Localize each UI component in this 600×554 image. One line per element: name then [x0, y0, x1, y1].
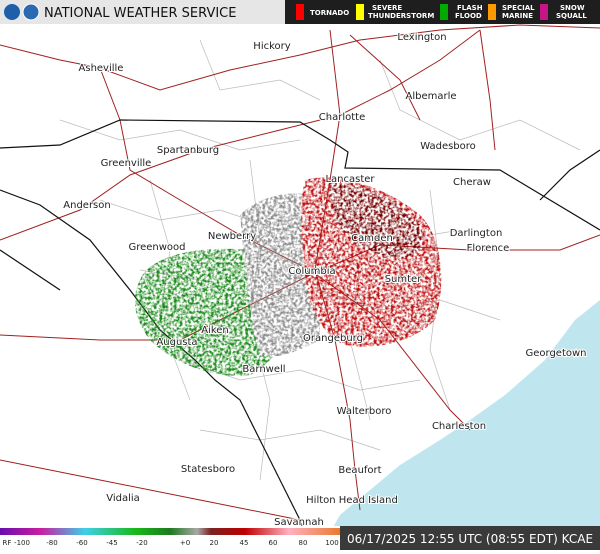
city: Greenwood [128, 242, 185, 253]
city: Savannah [274, 517, 324, 528]
city: Darlington [450, 228, 503, 239]
legend-label-line: SPECIAL [502, 4, 535, 12]
city: Lexington [397, 32, 446, 43]
neutral-velocity [240, 193, 320, 357]
city: Wadesboro [420, 141, 476, 152]
color-scale-labels: RF -100 -80 -60 -45 -20 +0 20 45 60 80 1… [3, 539, 339, 547]
city: Lancaster [325, 174, 375, 185]
legend-label-line: SQUALL [556, 12, 587, 20]
legend-label: SEVERE THUNDERSTORM [368, 4, 434, 20]
city: Orangeburg [303, 333, 363, 344]
legend-swatch [296, 4, 304, 20]
city: Spartanburg [157, 145, 219, 156]
scale-label: 45 [240, 539, 249, 547]
city: Cheraw [453, 177, 491, 188]
city: Greenville [101, 158, 152, 169]
city: Charlotte [319, 112, 365, 123]
legend-swatch [540, 4, 548, 20]
scale-label: -100 [14, 539, 30, 547]
strong-outbound [330, 184, 423, 259]
city: Hilton Head Island [306, 495, 398, 506]
city: Anderson [63, 200, 110, 211]
city: Beaufort [338, 465, 381, 476]
scale-label: -45 [106, 539, 117, 547]
city: Barnwell [242, 364, 285, 375]
color-scale [0, 528, 340, 535]
city: Sumter [385, 274, 423, 285]
scale-label: -80 [46, 539, 57, 547]
scale-label: 100 [325, 539, 338, 547]
city: Augusta [156, 337, 197, 348]
legend-label-line: FLOOD [455, 12, 482, 20]
city: Georgetown [525, 348, 586, 359]
city-labels: Lexington Hickory Asheville Albemarle Ch… [62, 31, 587, 529]
legend-label: FLASH FLOOD [455, 4, 483, 20]
legend-label-line: MARINE [502, 12, 533, 20]
legend-swatch [356, 4, 364, 20]
city: Asheville [79, 63, 124, 74]
legend-label-line: FLASH [457, 4, 483, 12]
scale-label: -60 [76, 539, 87, 547]
scale-label: +0 [180, 539, 190, 547]
city: Camden [351, 233, 393, 244]
legend-label: SNOW SQUALL [556, 4, 587, 20]
ocean [320, 300, 600, 550]
legend-label-line: THUNDERSTORM [368, 12, 434, 20]
city: Columbia [288, 266, 335, 277]
city: Vidalia [106, 493, 140, 504]
legend-swatch [488, 4, 496, 20]
noaa-logo [4, 4, 20, 20]
legend-label-line: SNOW [560, 4, 585, 12]
timestamp-bar [340, 526, 600, 550]
city: Albemarle [405, 91, 456, 102]
city: Walterboro [337, 406, 392, 417]
scale-label: -20 [136, 539, 147, 547]
legend-label: TORNADO [310, 9, 349, 17]
city: Hickory [253, 41, 290, 52]
city: Newberry [208, 231, 256, 242]
radar-echoes [134, 177, 442, 376]
header-bar [0, 0, 285, 24]
legend-label: SPECIAL MARINE [502, 4, 535, 20]
city: Charleston [432, 421, 486, 432]
scale-label: 80 [299, 539, 308, 547]
scale-label: RF [3, 539, 12, 547]
nws-logo [22, 3, 40, 21]
city: Florence [467, 243, 510, 254]
scale-label: 60 [269, 539, 278, 547]
city: Aiken [201, 325, 229, 336]
city: Statesboro [181, 464, 235, 475]
scale-label: 20 [210, 539, 219, 547]
header-title: NATIONAL WEATHER SERVICE [44, 6, 236, 21]
legend-swatch [440, 4, 448, 20]
legend-label-line: SEVERE [372, 4, 402, 12]
timestamp: 06/17/2025 12:55 UTC (08:55 EDT) KCAE [347, 532, 593, 546]
